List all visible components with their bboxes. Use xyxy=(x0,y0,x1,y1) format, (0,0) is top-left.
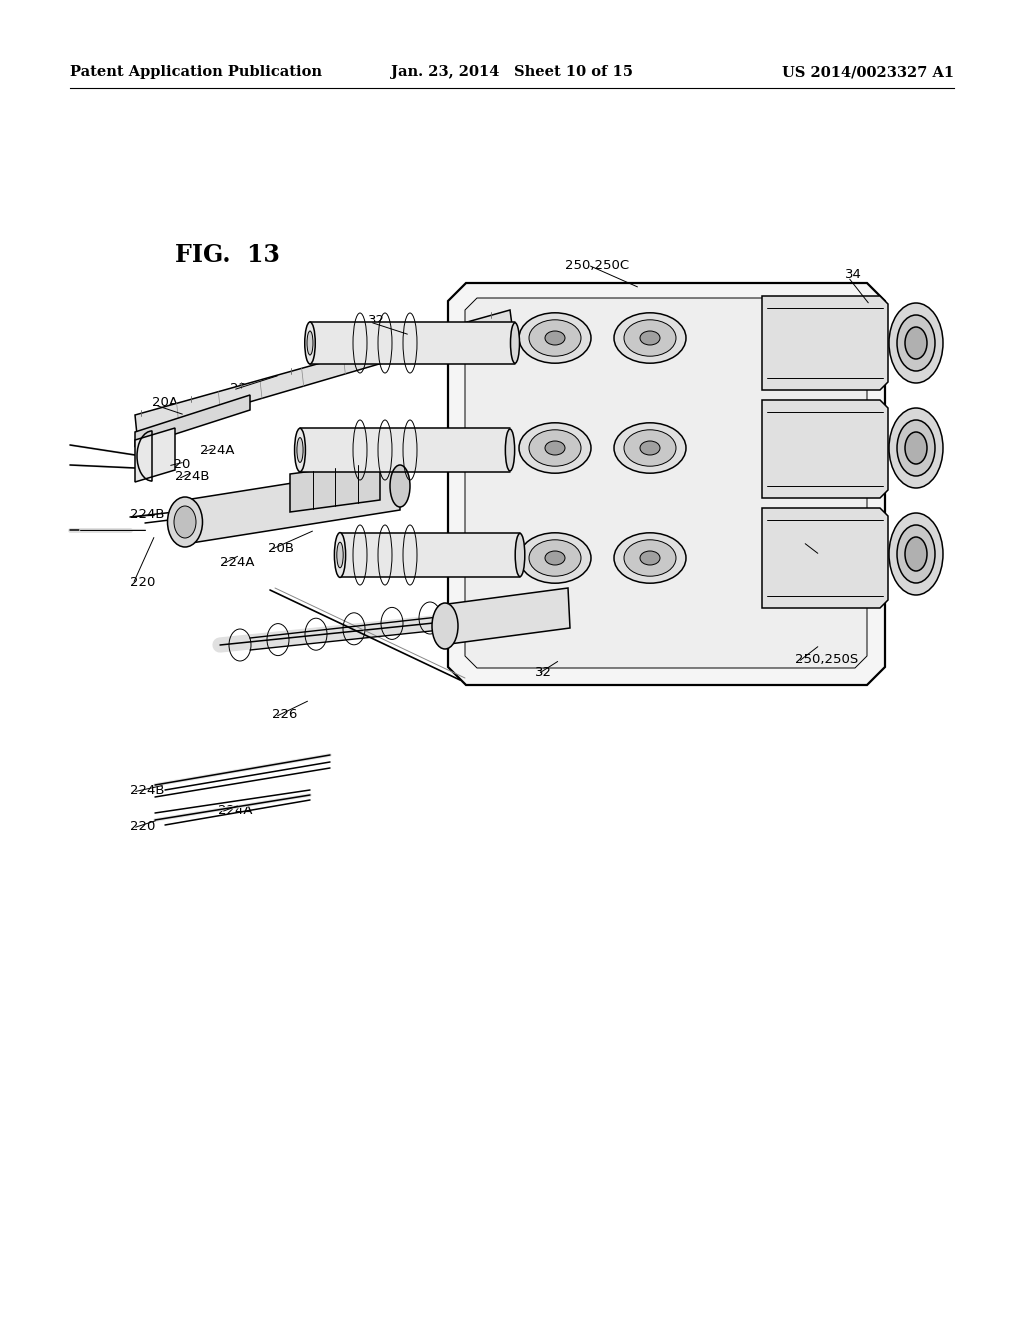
Polygon shape xyxy=(135,310,512,436)
Text: Jan. 23, 2014 Sheet 10 of 15: Jan. 23, 2014 Sheet 10 of 15 xyxy=(391,65,633,79)
Ellipse shape xyxy=(432,603,458,649)
Ellipse shape xyxy=(519,422,591,473)
Text: 224B: 224B xyxy=(175,470,210,483)
Ellipse shape xyxy=(174,506,196,539)
Polygon shape xyxy=(185,466,400,544)
Polygon shape xyxy=(340,532,520,577)
Polygon shape xyxy=(300,428,510,471)
Ellipse shape xyxy=(905,327,927,359)
Text: US 2014/0023327 A1: US 2014/0023327 A1 xyxy=(782,65,954,79)
Ellipse shape xyxy=(640,441,660,455)
Ellipse shape xyxy=(897,525,935,583)
Ellipse shape xyxy=(511,323,519,363)
Text: Patent Application Publication: Patent Application Publication xyxy=(70,65,322,79)
Text: 220: 220 xyxy=(130,576,156,589)
Ellipse shape xyxy=(889,513,943,595)
Ellipse shape xyxy=(614,422,686,473)
Polygon shape xyxy=(449,282,885,685)
Ellipse shape xyxy=(624,319,676,356)
Polygon shape xyxy=(465,298,867,668)
Ellipse shape xyxy=(515,533,524,577)
Ellipse shape xyxy=(897,420,935,477)
Text: 224B: 224B xyxy=(130,784,165,796)
Text: 224A: 224A xyxy=(220,556,255,569)
Ellipse shape xyxy=(889,408,943,488)
Polygon shape xyxy=(762,508,888,609)
Ellipse shape xyxy=(519,313,591,363)
Ellipse shape xyxy=(614,533,686,583)
Ellipse shape xyxy=(545,550,565,565)
Polygon shape xyxy=(762,296,888,389)
Text: 250,250S: 250,250S xyxy=(795,653,858,667)
Text: 224B: 224B xyxy=(130,508,165,521)
Ellipse shape xyxy=(390,465,410,507)
Ellipse shape xyxy=(624,430,676,466)
Ellipse shape xyxy=(519,533,591,583)
Polygon shape xyxy=(908,304,924,381)
Ellipse shape xyxy=(614,313,686,363)
Ellipse shape xyxy=(297,438,303,462)
Text: FIG.  13: FIG. 13 xyxy=(175,243,280,267)
Ellipse shape xyxy=(640,550,660,565)
Ellipse shape xyxy=(640,331,660,345)
Text: 32: 32 xyxy=(368,314,385,326)
Ellipse shape xyxy=(168,498,203,546)
Ellipse shape xyxy=(905,537,927,572)
Ellipse shape xyxy=(545,441,565,455)
Ellipse shape xyxy=(905,432,927,465)
Polygon shape xyxy=(310,322,515,364)
Ellipse shape xyxy=(897,315,935,371)
Text: 224A: 224A xyxy=(218,804,253,817)
Ellipse shape xyxy=(545,331,565,345)
Text: 32: 32 xyxy=(535,665,552,678)
Text: 34: 34 xyxy=(845,268,862,281)
Ellipse shape xyxy=(506,429,515,471)
Text: 20A: 20A xyxy=(152,396,178,409)
Polygon shape xyxy=(135,395,250,447)
Text: 220: 220 xyxy=(165,458,190,470)
Ellipse shape xyxy=(529,430,581,466)
Ellipse shape xyxy=(305,322,315,364)
Text: 34: 34 xyxy=(800,533,817,546)
Polygon shape xyxy=(135,428,175,482)
Text: 226: 226 xyxy=(272,709,297,722)
Ellipse shape xyxy=(624,540,676,577)
Ellipse shape xyxy=(307,331,313,355)
Text: 224A: 224A xyxy=(200,444,234,457)
Ellipse shape xyxy=(335,532,346,577)
Ellipse shape xyxy=(889,304,943,383)
Text: 20B: 20B xyxy=(268,541,294,554)
Text: 226: 226 xyxy=(230,381,255,395)
Polygon shape xyxy=(440,587,570,645)
Ellipse shape xyxy=(529,319,581,356)
Ellipse shape xyxy=(337,543,343,568)
Polygon shape xyxy=(762,400,888,498)
Text: 220: 220 xyxy=(130,820,156,833)
Polygon shape xyxy=(290,462,380,512)
Ellipse shape xyxy=(295,428,305,471)
Text: 250,250C: 250,250C xyxy=(565,259,629,272)
Ellipse shape xyxy=(529,540,581,577)
